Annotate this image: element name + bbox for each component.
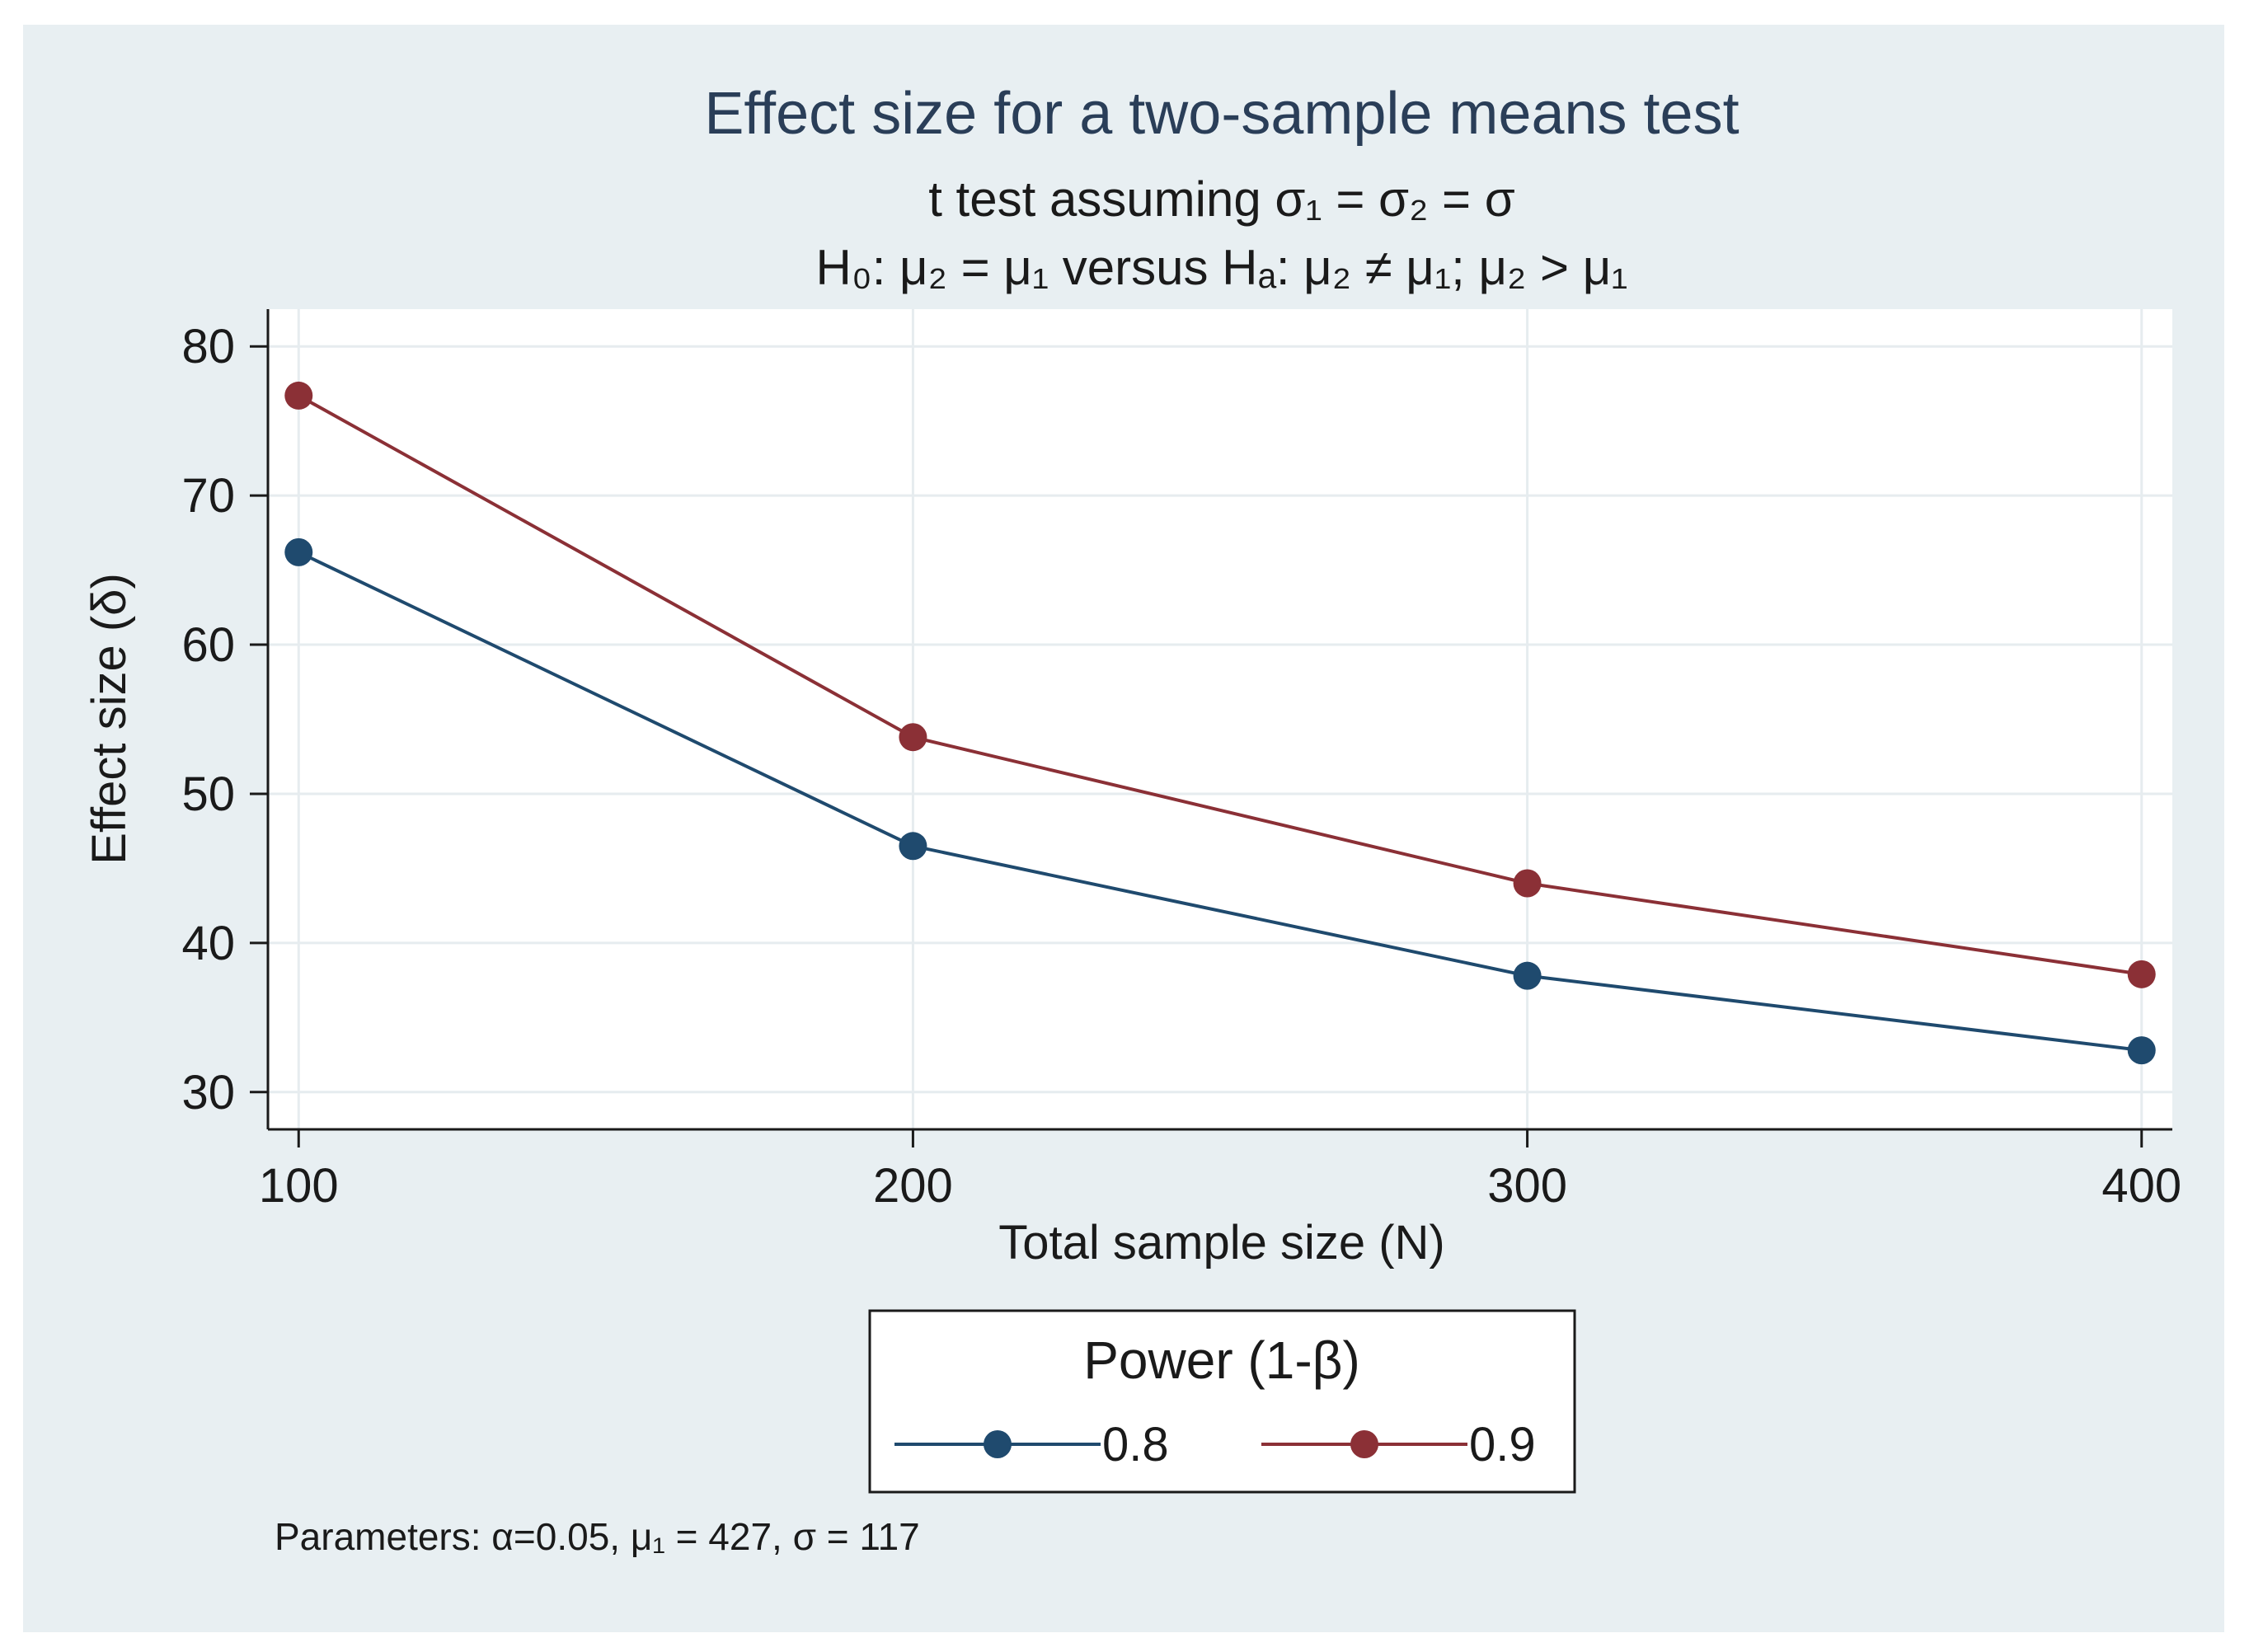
data-point [2127,1036,2156,1065]
series-0.8 [284,537,2156,1065]
data-point [284,537,313,566]
data-series [284,381,2156,1065]
series-line [298,551,2142,1053]
legend-label: 0.9 [1469,1418,1536,1471]
legend-item-0.8: 0.8 [894,1418,1169,1471]
chart-subtitle-line-2: H₀: μ₂ = μ₁ versus Hₐ: μ₂ ≠ μ₁; μ₂ > μ₁ [815,240,1627,295]
axes [266,309,2172,1131]
series-line [298,394,2143,976]
chart-title: Effect size for a two-sample means test [704,81,1739,147]
series-0.9 [284,381,2156,988]
legend-label: 0.8 [1102,1418,1169,1471]
x-tick-label: 200 [873,1159,953,1213]
plot-area [268,309,2172,1129]
y-tick-label: 80 [181,320,235,373]
legend-item-0.9: 0.9 [1261,1418,1536,1471]
legend-marker [1350,1430,1378,1458]
legend: Power (1-β) 0.8 0.9 [868,1309,1576,1494]
y-tick-label: 50 [181,767,235,821]
y-tick-label: 30 [181,1066,235,1119]
legend-box [868,1309,1576,1494]
legend-marker [984,1430,1012,1458]
legend-title: Power (1-β) [1083,1331,1360,1390]
y-tick-label: 70 [181,469,235,523]
data-point [1513,961,1542,990]
grid-lines [268,309,2172,1129]
x-axis-title: Total sample size (N) [998,1216,1444,1270]
parameters-note: Parameters: α=0.05, μ₁ = 427, σ = 117 [275,1515,920,1558]
y-tick-label: 40 [181,917,235,970]
x-tick-label: 400 [2101,1159,2181,1213]
x-tick-label: 100 [259,1159,339,1213]
x-ticks: 100 200 300 400 [259,1129,2181,1213]
y-ticks: 30 40 50 60 70 80 [181,320,268,1119]
data-point [1513,869,1542,898]
y-tick-label: 60 [181,618,235,672]
data-point [899,832,927,861]
chart-subtitle-line-1: t test assuming σ₁ = σ₂ = σ [928,171,1515,227]
x-tick-label: 300 [1487,1159,1567,1213]
legend-items: 0.8 0.9 [894,1418,1536,1471]
y-axis-title: Effect size (δ) [82,573,136,865]
data-point [899,723,927,752]
data-point [284,381,313,410]
data-point [2127,960,2156,988]
